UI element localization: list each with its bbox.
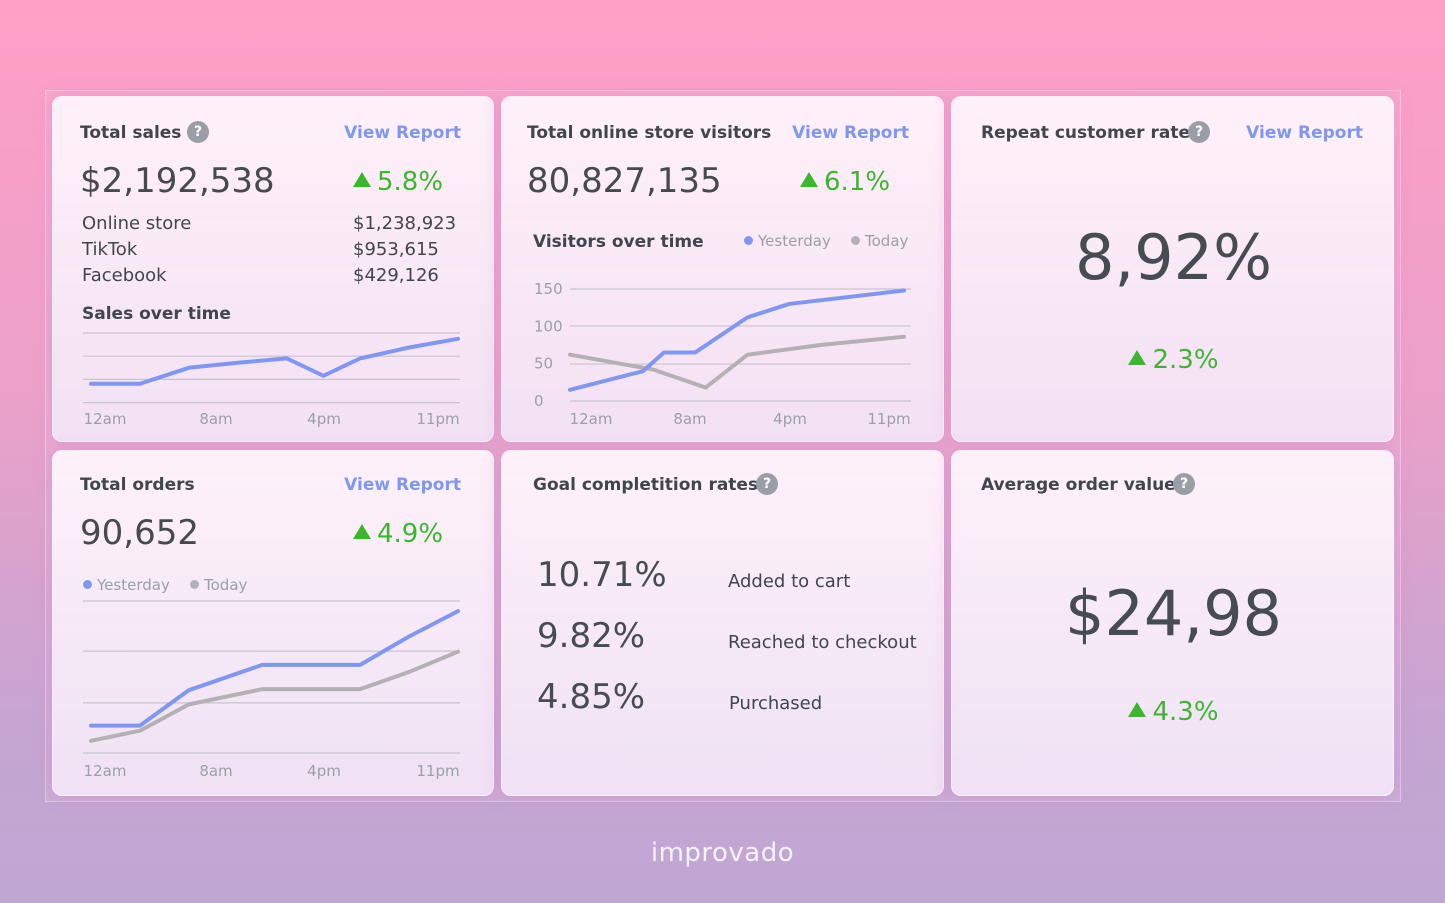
repeat-customer-card: Repeat customer rate ? View Report 8,92%… <box>951 96 1394 442</box>
y-tick-label: 50 <box>534 355 553 373</box>
goal-label-purchased: Purchased <box>729 693 823 714</box>
x-tick-label: 11pm <box>867 410 910 428</box>
x-tick-label: 8am <box>199 410 232 428</box>
repeat-delta: 2.3% <box>952 345 1395 375</box>
visitors-chart-title: Visitors over time <box>533 232 704 252</box>
repeat-value: 8,92% <box>1075 221 1272 294</box>
visitors-over-time-chart: 0 50 100 150 12am 8am 4pm 11pm <box>534 280 911 428</box>
visitors-delta: 6.1% <box>800 167 890 197</box>
x-tick-label: 12am <box>570 410 613 428</box>
channel-value-tiktok: $953,615 <box>353 239 439 260</box>
repeat-view-report-link[interactable]: View Report <box>1246 123 1363 143</box>
total-sales-card: Total sales ? View Report $2,192,538 5.8… <box>52 96 494 442</box>
goal-value-checkout: 9.82% <box>537 616 646 656</box>
help-icon[interactable]: ? <box>1188 121 1210 143</box>
legend-label: Today <box>204 576 248 594</box>
visitors-value: 80,827,135 <box>527 161 722 201</box>
legend-yesterday: Yesterday <box>83 576 170 594</box>
legend-label: Yesterday <box>97 576 170 594</box>
series-line-yesterday <box>89 609 460 728</box>
total-sales-delta: 5.8% <box>353 167 443 197</box>
help-icon[interactable]: ? <box>756 473 778 495</box>
x-tick-label: 12am <box>84 762 127 780</box>
x-tick-label: 4pm <box>773 410 807 428</box>
series-line-yesterday <box>568 288 906 392</box>
help-icon[interactable]: ? <box>187 121 209 143</box>
goal-label-checkout: Reached to checkout <box>728 632 917 653</box>
x-tick-label: 4pm <box>307 410 341 428</box>
orders-view-report-link[interactable]: View Report <box>344 475 461 495</box>
goal-value-added-to-cart: 10.71% <box>537 555 667 595</box>
y-tick-label: 150 <box>534 280 563 298</box>
channel-label-tiktok: TikTok <box>82 239 138 260</box>
up-arrow-icon <box>1128 350 1147 365</box>
channel-value-online-store: $1,238,923 <box>353 213 457 234</box>
legend-label: Today <box>865 232 909 250</box>
total-sales-value: $2,192,538 <box>80 161 275 201</box>
delta-text: 5.8% <box>377 167 444 197</box>
series-line-today <box>568 334 906 390</box>
total-orders-card: Total orders View Report 90,652 4.9% Yes… <box>52 450 494 796</box>
legend-today: Today <box>851 232 908 250</box>
orders-value: 90,652 <box>80 513 199 553</box>
up-arrow-icon <box>1128 702 1147 717</box>
legend-dot-icon <box>851 236 860 245</box>
delta-text: 4.9% <box>377 519 444 549</box>
sales-over-time-chart: 12am 8am 4pm 11pm <box>83 332 460 428</box>
channel-value-facebook: $429,126 <box>353 265 439 286</box>
series-line-today <box>89 649 460 743</box>
x-tick-label: 11pm <box>416 762 459 780</box>
delta-text: 6.1% <box>824 167 891 197</box>
y-tick-label: 100 <box>534 317 563 335</box>
sales-chart-title: Sales over time <box>82 304 231 324</box>
legend-dot-icon <box>744 236 753 245</box>
series-line-sales <box>89 336 460 386</box>
orders-delta: 4.9% <box>353 519 443 549</box>
legend-today: Today <box>190 576 247 594</box>
help-icon[interactable]: ? <box>1173 473 1195 495</box>
orders-title: Total orders <box>80 475 195 495</box>
goals-title: Goal completition rates <box>533 475 759 495</box>
delta-text: 2.3% <box>1152 345 1219 375</box>
legend-dot-icon <box>190 580 199 589</box>
legend-label: Yesterday <box>758 232 831 250</box>
repeat-title: Repeat customer rate <box>981 123 1190 143</box>
average-order-value-card: Average order value ? $24,98 4.3% <box>951 450 1394 796</box>
x-tick-label: 8am <box>199 762 232 780</box>
orders-chart: 12am 8am 4pm 11pm <box>83 600 460 780</box>
up-arrow-icon <box>353 172 371 187</box>
legend-dot-icon <box>83 580 92 589</box>
x-tick-label: 11pm <box>416 410 459 428</box>
aov-value: $24,98 <box>1065 577 1282 650</box>
channel-label-online-store: Online store <box>82 213 192 234</box>
up-arrow-icon <box>353 524 371 539</box>
visitors-view-report-link[interactable]: View Report <box>792 123 909 143</box>
total-sales-view-report-link[interactable]: View Report <box>344 123 461 143</box>
delta-text: 4.3% <box>1152 697 1219 727</box>
channel-label-facebook: Facebook <box>82 265 167 286</box>
x-tick-label: 4pm <box>307 762 341 780</box>
x-tick-label: 12am <box>84 410 127 428</box>
visitors-card: Total online store visitors View Report … <box>501 96 944 442</box>
goal-completion-card: Goal completition rates ? 10.71% Added t… <box>501 450 944 796</box>
x-tick-label: 8am <box>673 410 706 428</box>
aov-delta: 4.3% <box>952 697 1395 727</box>
improvado-logo: improvado <box>650 838 795 868</box>
y-tick-label: 0 <box>534 392 544 410</box>
up-arrow-icon <box>800 172 818 187</box>
goal-label-added-to-cart: Added to cart <box>728 571 851 592</box>
goal-value-purchased: 4.85% <box>537 677 646 717</box>
aov-title: Average order value <box>981 475 1176 495</box>
visitors-title: Total online store visitors <box>527 123 772 143</box>
total-sales-title: Total sales <box>80 123 182 143</box>
legend-yesterday: Yesterday <box>744 232 831 250</box>
